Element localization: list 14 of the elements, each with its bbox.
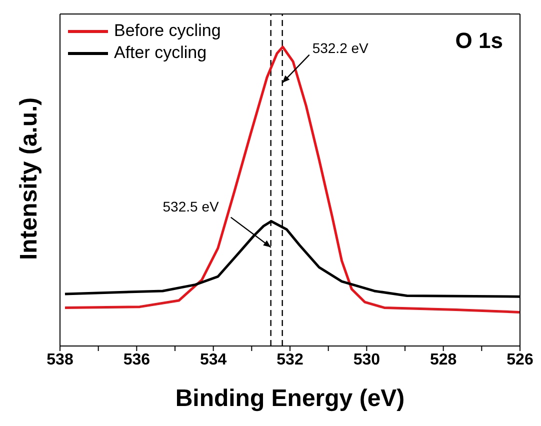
annotation: 532.5 eV [162, 198, 220, 214]
annotation: O 1s [455, 28, 503, 54]
x-tick-label: 532 [276, 351, 304, 368]
x-tick-label: 534 [200, 351, 227, 368]
x-tick-label: 530 [353, 351, 380, 368]
x-tick-label: 526 [506, 351, 534, 368]
annotation: 532.2 eV [312, 40, 370, 56]
legend-label: Before cycling [114, 20, 221, 42]
x-tick-label: 538 [46, 351, 74, 368]
x-axis-title: Binding Energy (eV) [175, 385, 405, 412]
x-tick-label: 536 [123, 351, 150, 368]
x-tick-label: 528 [430, 351, 457, 368]
legend-label: After cycling [114, 42, 207, 64]
y-axis-title: Intensity (a.u.) [16, 97, 43, 260]
